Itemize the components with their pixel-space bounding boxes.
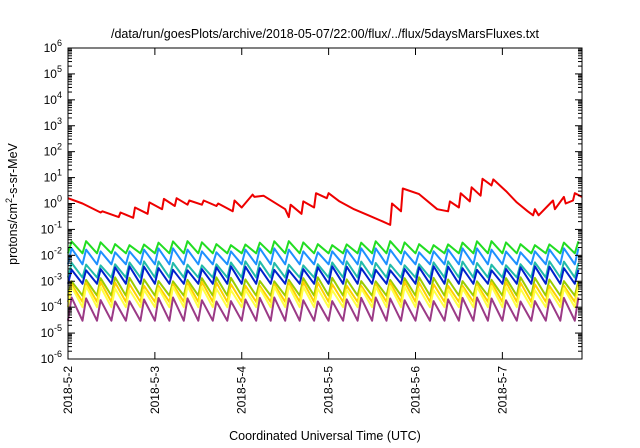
y-tick-base: 10 [41, 326, 55, 340]
x-tick-label: 2018-5-5 [322, 366, 336, 414]
y-axis-label-rest: -s-sr-MeV [6, 142, 20, 198]
y-tick-base: 10 [41, 274, 55, 288]
y-tick-label: 10-6 [41, 349, 62, 366]
y-tick-base: 10 [41, 248, 55, 262]
y-tick-base: 10 [44, 119, 58, 133]
series-line [67, 276, 580, 297]
y-tick-label: 105 [44, 64, 62, 81]
y-tick-exp: 3 [57, 116, 62, 126]
series-line [67, 177, 583, 226]
y-tick-label: 101 [44, 168, 62, 185]
series-layer [67, 177, 583, 322]
y-tick-base: 10 [44, 145, 58, 159]
y-tick-label: 106 [44, 38, 62, 55]
y-tick-label: 104 [44, 90, 62, 107]
series-line [67, 296, 580, 322]
y-tick-base: 10 [41, 300, 55, 314]
y-tick-base: 10 [44, 197, 58, 211]
y-tick-base: 10 [41, 352, 55, 366]
y-tick-exp: 4 [57, 90, 62, 100]
series-line [67, 285, 580, 309]
y-tick-exp: 0 [57, 194, 62, 204]
x-tick-label: 2018-5-4 [235, 366, 249, 414]
y-tick-exp: 6 [57, 38, 62, 48]
y-tick-base: 10 [44, 93, 58, 107]
y-tick-exp: -3 [54, 271, 62, 281]
x-axis: 2018-5-2 2018-5-3 2018-5-4 2018-5-5 2018-5-6… [61, 48, 509, 414]
y-tick-exp: -2 [54, 245, 62, 255]
series-line [67, 240, 580, 255]
series-line [67, 260, 580, 279]
y-axis-label-sup: 2 [4, 198, 14, 203]
y-tick-label: 102 [44, 142, 62, 159]
y-tick-exp: 2 [57, 142, 62, 152]
x-axis-label: Coordinated Universal Time (UTC) [229, 429, 421, 443]
y-tick-label: 100 [44, 194, 62, 211]
y-tick-label: 10-5 [41, 323, 62, 340]
y-tick-exp: 5 [57, 64, 62, 74]
y-tick-label: 10-4 [41, 297, 62, 314]
y-tick-exp: 1 [57, 168, 62, 178]
y-axis-label-main: protons/cm [6, 203, 20, 265]
y-tick-label: 10-2 [41, 245, 62, 262]
y-axis-label: protons/cm2-s-sr-MeV [4, 142, 20, 264]
x-tick-label: 2018-5-6 [408, 366, 422, 414]
y-tick-label: 10-3 [41, 271, 62, 288]
y-tick-label: 10-1 [41, 219, 62, 236]
y-tick-base: 10 [44, 171, 58, 185]
chart-title: /data/run/goesPlots/archive/2018-05-07/2… [111, 27, 540, 41]
y-tick-base: 10 [41, 222, 55, 236]
series-line [67, 280, 580, 303]
y-tick-exp: -6 [54, 349, 62, 359]
y-tick-exp: -5 [54, 323, 62, 333]
x-tick-label: 2018-5-2 [61, 366, 75, 414]
y-tick-exp: -4 [54, 297, 62, 307]
x-tick-label: 2018-5-3 [148, 366, 162, 414]
series-line [67, 265, 580, 285]
y-tick-label: 103 [44, 116, 62, 133]
y-axis: 10-610-510-410-310-210-11001011021031041… [41, 38, 582, 366]
y-tick-base: 10 [44, 67, 58, 81]
y-tick-base: 10 [44, 41, 58, 55]
series-line [67, 247, 580, 266]
x-tick-label: 2018-5-7 [495, 366, 509, 414]
y-tick-exp: -1 [54, 219, 62, 229]
